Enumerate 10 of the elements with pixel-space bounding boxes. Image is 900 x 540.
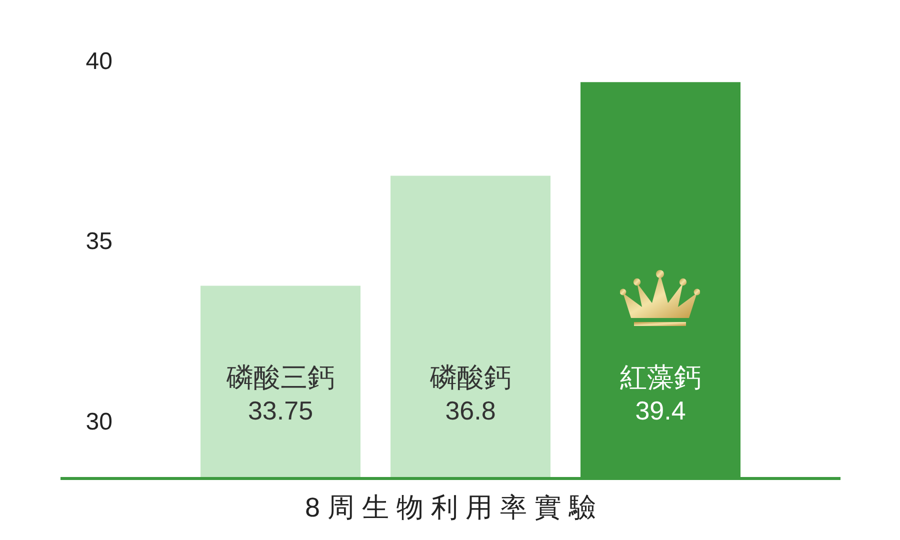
x-axis-title: 8 周 生 物 利 用 率 實 驗: [304, 492, 596, 522]
x-tick-label: 紅藻鈣: [620, 362, 701, 392]
data-label: 33.75: [248, 396, 314, 426]
x-tick-label: 磷酸三鈣: [226, 362, 334, 392]
y-tick-label: 35: [86, 228, 113, 256]
y-tick-label: 40: [86, 48, 113, 75]
data-label: 36.8: [445, 396, 496, 426]
x-tick-label: 磷酸鈣: [429, 362, 511, 392]
data-label: 39.4: [635, 396, 686, 426]
y-tick-label: 30: [86, 408, 113, 436]
